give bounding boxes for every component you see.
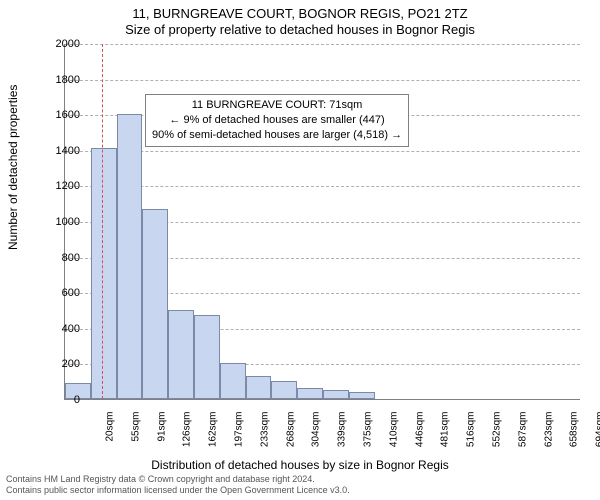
x-tick-label: 446sqm [414, 412, 425, 462]
x-tick-label: 375sqm [363, 412, 374, 462]
annotation-box: 11 BURNGREAVE COURT: 71sqm ← 9% of detac… [145, 94, 409, 147]
x-tick-label: 20sqm [105, 412, 116, 462]
gridline [65, 80, 580, 81]
chart-title: 11, BURNGREAVE COURT, BOGNOR REGIS, PO21… [0, 6, 600, 21]
x-axis-label: Distribution of detached houses by size … [0, 458, 600, 472]
histogram-bar [271, 381, 297, 399]
x-tick-label: 410sqm [388, 412, 399, 462]
y-tick-label: 600 [44, 287, 80, 299]
x-tick-label: 304sqm [311, 412, 322, 462]
gridline [65, 44, 580, 45]
histogram-bar [349, 392, 375, 399]
plot-area: 11 BURNGREAVE COURT: 71sqm ← 9% of detac… [64, 44, 580, 400]
y-tick-label: 1600 [44, 109, 80, 121]
y-tick-label: 400 [44, 323, 80, 335]
x-tick-label: 268sqm [285, 412, 296, 462]
x-tick-label: 91sqm [156, 412, 167, 462]
chart-container: 11, BURNGREAVE COURT, BOGNOR REGIS, PO21… [0, 0, 600, 500]
histogram-bar [297, 388, 323, 399]
y-tick-label: 2000 [44, 38, 80, 50]
histogram-bar [323, 390, 349, 399]
x-tick-label: 552sqm [492, 412, 503, 462]
histogram-bar [168, 310, 194, 399]
footer-copyright: Contains HM Land Registry data © Crown c… [6, 474, 594, 486]
y-tick-label: 1400 [44, 145, 80, 157]
y-tick-label: 1000 [44, 216, 80, 228]
y-tick-label: 800 [44, 252, 80, 264]
x-tick-label: 516sqm [466, 412, 477, 462]
x-tick-label: 587sqm [517, 412, 528, 462]
footer-licence: Contains public sector information licen… [6, 485, 594, 497]
x-tick-label: 658sqm [569, 412, 580, 462]
x-tick-label: 694sqm [595, 412, 600, 462]
x-tick-label: 623sqm [543, 412, 554, 462]
histogram-bar [246, 376, 272, 399]
y-tick-label: 0 [44, 394, 80, 406]
property-marker-line [102, 44, 103, 399]
histogram-bar [142, 209, 168, 399]
y-tick-label: 1200 [44, 180, 80, 192]
x-tick-label: 162sqm [208, 412, 219, 462]
x-tick-label: 197sqm [234, 412, 245, 462]
y-axis-label: Number of detached properties [6, 85, 20, 250]
x-tick-label: 481sqm [440, 412, 451, 462]
histogram-bar [117, 114, 143, 399]
annotation-line2: ← 9% of detached houses are smaller (447… [152, 113, 402, 128]
x-tick-label: 55sqm [130, 412, 141, 462]
histogram-bar [220, 363, 246, 399]
x-tick-label: 126sqm [182, 412, 193, 462]
histogram-bar [194, 315, 220, 399]
y-tick-label: 200 [44, 358, 80, 370]
y-tick-label: 1800 [44, 74, 80, 86]
annotation-line1: 11 BURNGREAVE COURT: 71sqm [152, 98, 402, 113]
x-tick-label: 339sqm [337, 412, 348, 462]
chart-subtitle: Size of property relative to detached ho… [0, 22, 600, 37]
footer: Contains HM Land Registry data © Crown c… [0, 472, 600, 500]
histogram-bar [91, 148, 117, 399]
x-tick-label: 233sqm [259, 412, 270, 462]
annotation-line3: 90% of semi-detached houses are larger (… [152, 128, 402, 143]
